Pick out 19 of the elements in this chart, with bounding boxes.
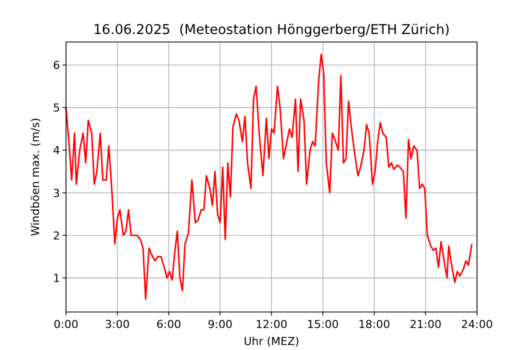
x-tick-label: 12:00 bbox=[256, 318, 288, 331]
y-tick-label: 2 bbox=[53, 229, 60, 242]
x-tick-label: 3:00 bbox=[105, 318, 130, 331]
x-tick-label: 21:00 bbox=[410, 318, 442, 331]
x-tick-label: 6:00 bbox=[156, 318, 182, 331]
y-tick-label: 5 bbox=[53, 102, 60, 115]
x-axis-title: Uhr (MEZ) bbox=[244, 335, 300, 348]
x-tick-label: 18:00 bbox=[358, 318, 390, 331]
y-tick-label: 4 bbox=[53, 144, 60, 158]
chart-title: 16.06.2025 (Meteostation Hönggerberg/ETH Zürich) bbox=[93, 22, 450, 38]
y-axis-title: Windböen max. (m/s) bbox=[29, 118, 42, 236]
y-tick-label: 1 bbox=[53, 272, 60, 285]
x-tick-label: 24:00 bbox=[461, 318, 493, 331]
x-tick-label: 0:00 bbox=[54, 318, 78, 331]
y-tick-label: 3 bbox=[53, 186, 60, 200]
y-tick-label: 6 bbox=[53, 58, 60, 72]
x-tick-label: 9:00 bbox=[208, 318, 232, 331]
line-series bbox=[65, 54, 473, 300]
x-tick-label: 15:00 bbox=[307, 318, 339, 331]
